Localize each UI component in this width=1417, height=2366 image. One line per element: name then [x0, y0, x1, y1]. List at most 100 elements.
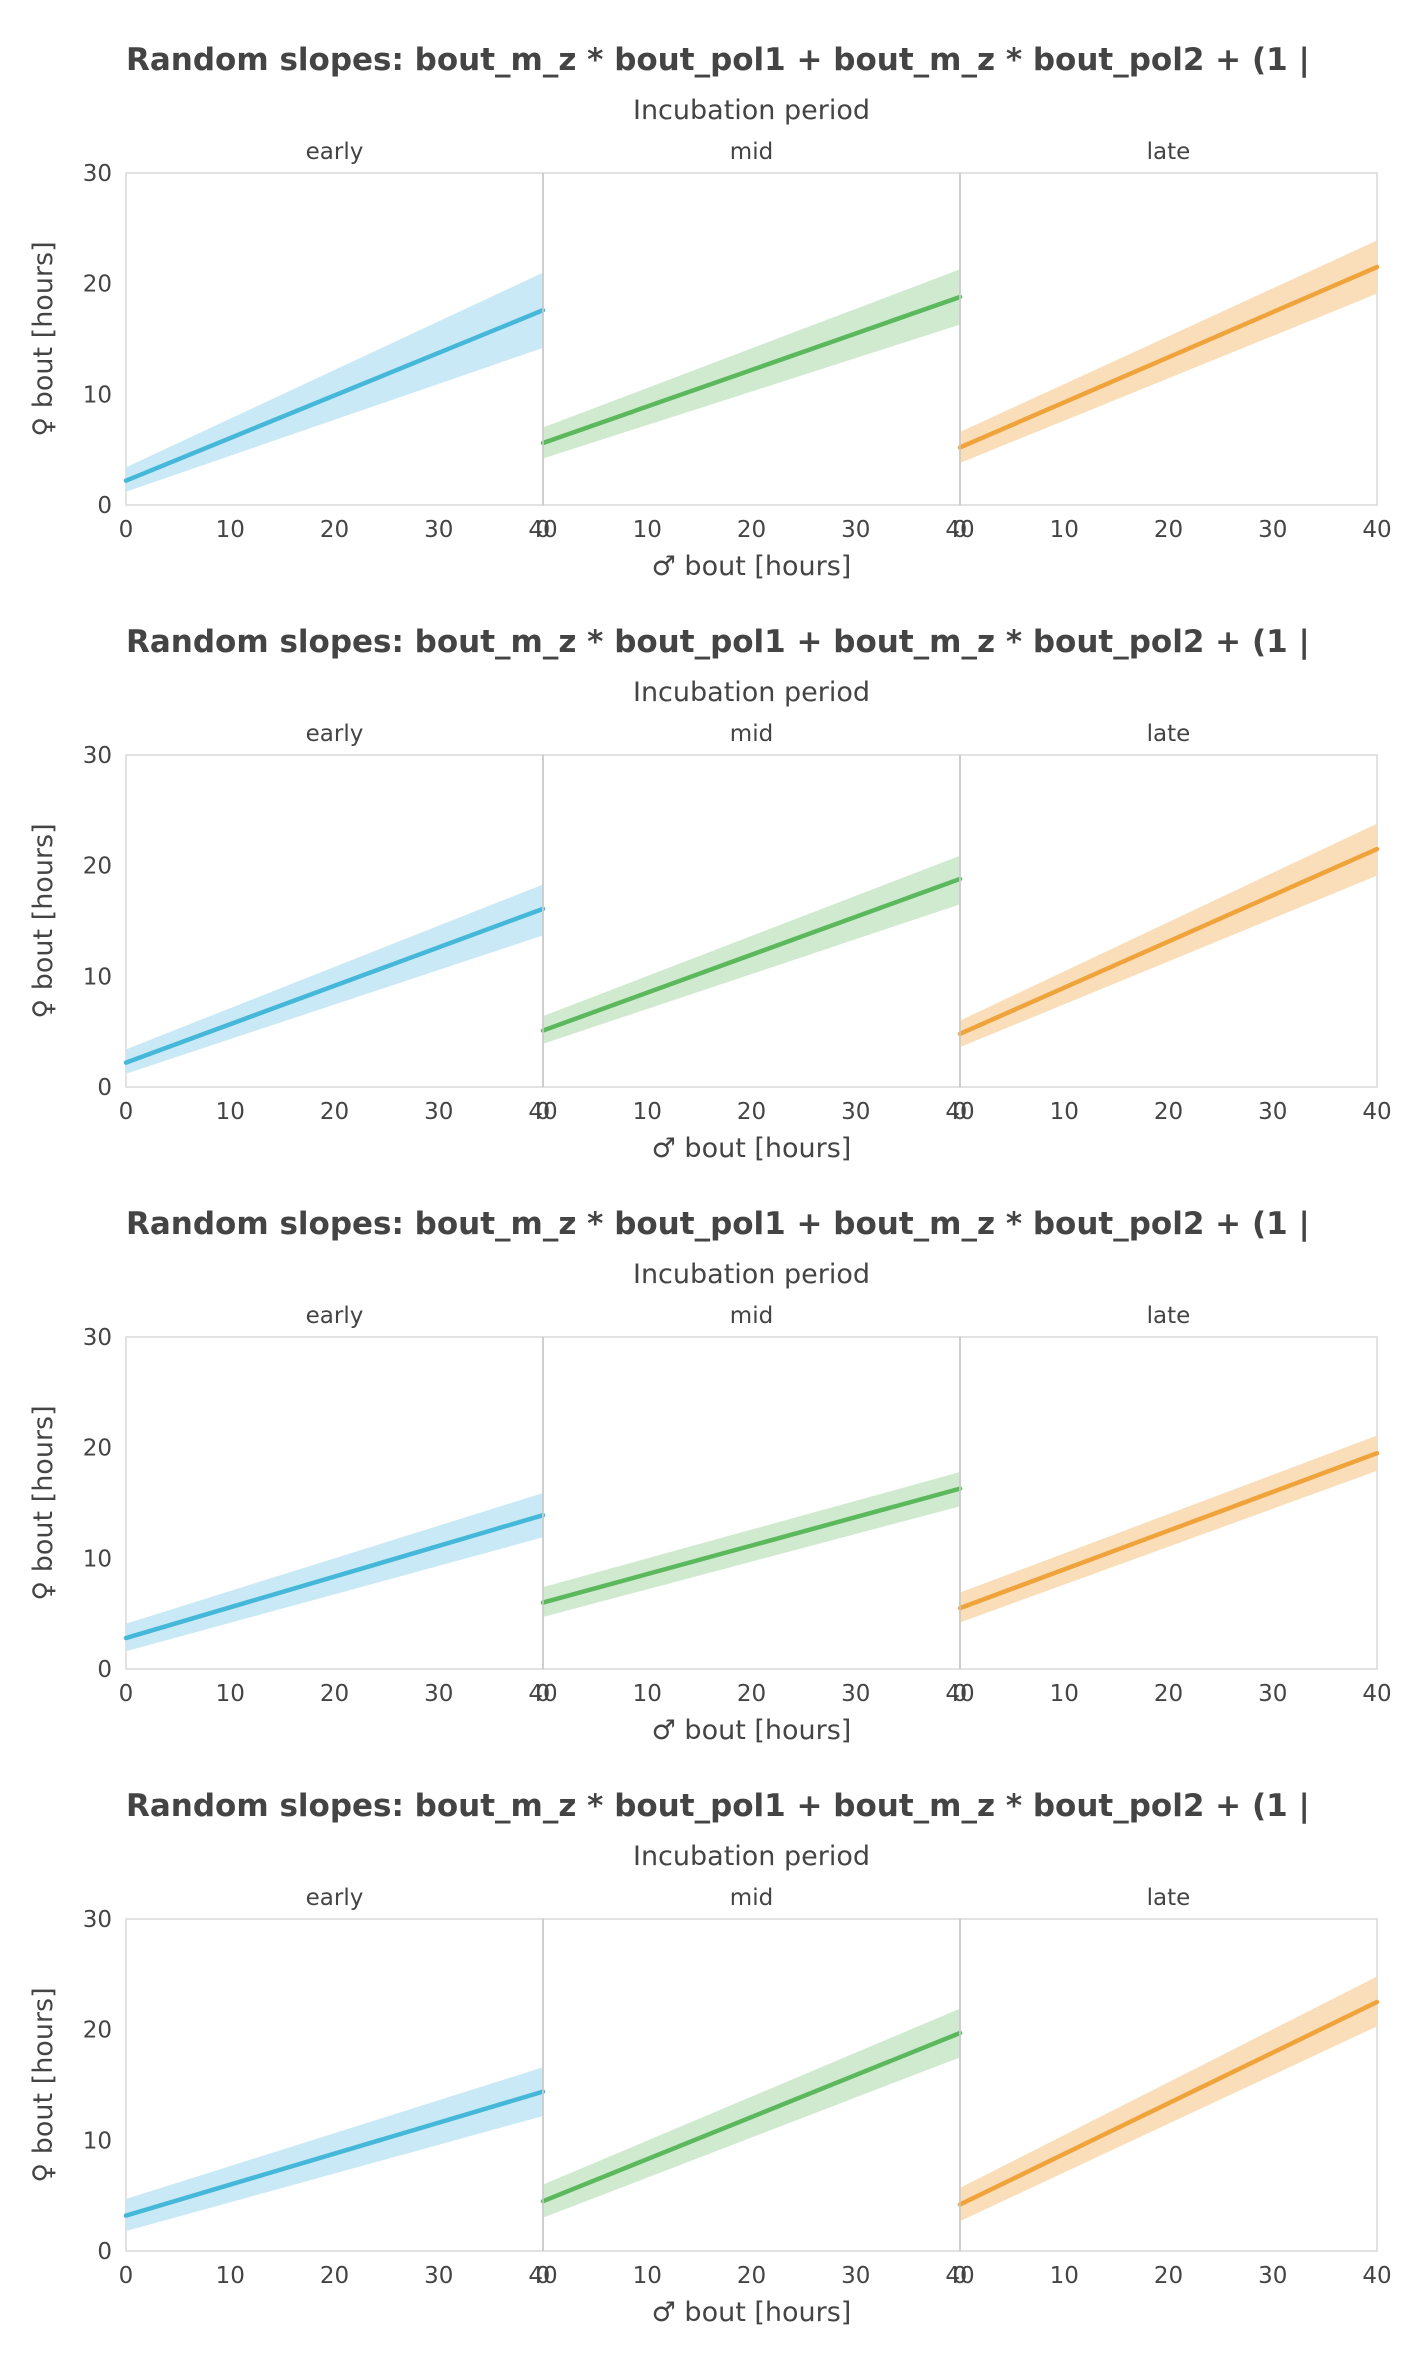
- x-tick-label: 20: [737, 1099, 766, 1125]
- x-axis-label: ♂ bout [hours]: [652, 1133, 852, 1164]
- x-tick-label: 40: [945, 1099, 974, 1125]
- x-tick-label: 0: [119, 1099, 134, 1125]
- x-tick-label: 20: [1154, 2263, 1183, 2289]
- x-tick-label: 20: [320, 1099, 349, 1125]
- panel-frame: [959, 1336, 1378, 1670]
- x-tick-label: 10: [216, 1099, 245, 1125]
- x-tick-label: 30: [841, 1681, 870, 1707]
- x-tick-label: 30: [1258, 2263, 1287, 2289]
- confidence-band: [126, 2067, 543, 2232]
- y-axis-label: ♀ bout [hours]: [28, 1405, 59, 1600]
- x-tick-label: 30: [1258, 1681, 1287, 1707]
- y-tick-label: 20: [83, 272, 112, 298]
- x-tick-label: 10: [1050, 1099, 1079, 1125]
- y-tick-label: 10: [83, 382, 112, 408]
- panel-strip-label: late: [1147, 1303, 1191, 1329]
- y-tick-label: 0: [97, 1657, 112, 1683]
- x-tick-label: 0: [953, 1099, 968, 1125]
- x-tick-label: 40: [1362, 1681, 1391, 1707]
- x-tick-label: 20: [320, 1681, 349, 1707]
- panel-early: early 0 10 20 30 40: [119, 721, 558, 1125]
- confidence-band: [126, 884, 543, 1074]
- fit-line: [123, 1512, 546, 1641]
- y-tick-label: 20: [83, 854, 112, 880]
- confidence-band: [126, 1493, 543, 1652]
- fit-line: [957, 1450, 1380, 1611]
- x-tick-label: 20: [1154, 517, 1183, 543]
- panel-late: late 0 10 20 30 40: [953, 721, 1392, 1125]
- x-tick-label: 20: [1154, 1681, 1183, 1707]
- y-tick-label: 30: [83, 161, 112, 187]
- x-tick-label: 30: [1258, 1099, 1287, 1125]
- x-tick-label: 0: [119, 517, 134, 543]
- x-tick-label: 40: [528, 517, 557, 543]
- x-tick-label: 0: [536, 517, 551, 543]
- fit-line: [540, 294, 963, 446]
- panel-early: early 0 10 20 30 40: [119, 139, 558, 543]
- panel-strip-label: late: [1147, 721, 1191, 747]
- x-tick-label: 20: [320, 2263, 349, 2289]
- panel-strip-label: late: [1147, 1885, 1191, 1911]
- fit-line: [123, 2089, 546, 2218]
- x-tick-label: 40: [528, 1681, 557, 1707]
- fit-line: [957, 264, 1380, 450]
- chart-title: Random slopes: bout_m_z * bout_pol1 + bo…: [126, 42, 1310, 78]
- confidence-band: [126, 272, 543, 492]
- fit-line: [123, 906, 546, 1065]
- y-tick-label: 20: [83, 1436, 112, 1462]
- x-tick-label: 10: [216, 517, 245, 543]
- x-tick-label: 40: [945, 1681, 974, 1707]
- panel-strip-label: early: [306, 1303, 364, 1329]
- chart-block: Random slopes: bout_m_z * bout_pol1 + bo…: [28, 1206, 1392, 1746]
- x-tick-label: 30: [841, 517, 870, 543]
- y-tick-label: 30: [83, 743, 112, 769]
- x-tick-label: 0: [536, 1681, 551, 1707]
- facet-title: Incubation period: [633, 1259, 870, 1290]
- y-tick-label: 0: [97, 493, 112, 519]
- panel-early: early 0 10 20 30 40: [119, 1885, 558, 2289]
- y-tick-label: 10: [83, 964, 112, 990]
- panel-strip-label: late: [1147, 139, 1191, 165]
- y-axis-label: ♀ bout [hours]: [28, 823, 59, 1018]
- x-tick-label: 10: [216, 2263, 245, 2289]
- x-tick-label: 40: [1362, 1099, 1391, 1125]
- x-tick-label: 20: [737, 517, 766, 543]
- panel-strip-label: early: [306, 139, 364, 165]
- y-tick-label: 30: [83, 1907, 112, 1933]
- panel-frame: [542, 1918, 961, 2252]
- panel-frame: [959, 754, 1378, 1088]
- panel-early: early 0 10 20 30 40: [119, 1303, 558, 1707]
- chart-block: Random slopes: bout_m_z * bout_pol1 + bo…: [28, 624, 1392, 1164]
- chart-title: Random slopes: bout_m_z * bout_pol1 + bo…: [126, 1206, 1310, 1242]
- y-tick-label: 0: [97, 1075, 112, 1101]
- confidence-band: [960, 1976, 1377, 2222]
- fit-line: [540, 2030, 963, 2204]
- x-tick-label: 10: [633, 517, 662, 543]
- x-tick-label: 10: [1050, 1681, 1079, 1707]
- x-tick-label: 30: [424, 1099, 453, 1125]
- panel-strip-label: early: [306, 721, 364, 747]
- x-tick-label: 30: [424, 1681, 453, 1707]
- fit-line: [540, 1486, 963, 1605]
- x-tick-label: 40: [528, 2263, 557, 2289]
- x-tick-label: 40: [1362, 2263, 1391, 2289]
- x-tick-label: 0: [119, 1681, 134, 1707]
- x-tick-label: 10: [633, 1099, 662, 1125]
- x-tick-label: 40: [1362, 517, 1391, 543]
- confidence-band: [543, 855, 960, 1044]
- x-axis-label: ♂ bout [hours]: [652, 2297, 852, 2328]
- x-tick-label: 40: [945, 2263, 974, 2289]
- x-tick-label: 30: [424, 2263, 453, 2289]
- y-tick-label: 10: [83, 1546, 112, 1572]
- panel-mid: mid 0 10 20 30 40: [536, 1885, 975, 2289]
- y-tick-label: 20: [83, 2018, 112, 2044]
- x-tick-label: 0: [536, 2263, 551, 2289]
- x-tick-label: 40: [945, 517, 974, 543]
- x-tick-label: 40: [528, 1099, 557, 1125]
- y-tick-label: 0: [97, 2239, 112, 2265]
- panel-late: late 0 10 20 30 40: [953, 139, 1392, 543]
- chart-block: Random slopes: bout_m_z * bout_pol1 + bo…: [28, 42, 1392, 582]
- x-tick-label: 0: [536, 1099, 551, 1125]
